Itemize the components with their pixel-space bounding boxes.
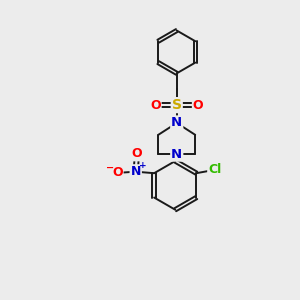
Text: O: O — [112, 167, 123, 179]
Text: O: O — [150, 99, 161, 112]
Text: S: S — [172, 98, 182, 112]
Text: Cl: Cl — [208, 163, 221, 176]
Text: +: + — [139, 161, 147, 170]
Text: O: O — [193, 99, 203, 112]
Text: N: N — [171, 116, 182, 130]
Text: O: O — [132, 147, 142, 161]
Text: −: − — [106, 163, 114, 172]
Text: N: N — [130, 165, 141, 178]
Text: N: N — [171, 148, 182, 161]
